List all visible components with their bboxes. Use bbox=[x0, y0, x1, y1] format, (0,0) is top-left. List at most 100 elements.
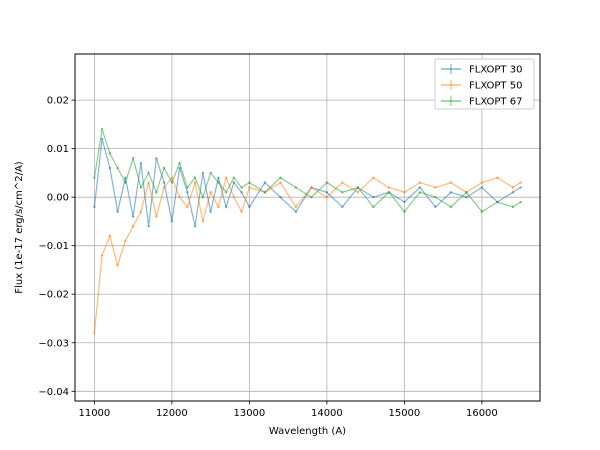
legend-label: FLXOPT 50 bbox=[469, 81, 522, 92]
y-tick-label: −0.01 bbox=[38, 241, 69, 252]
x-axis-label: Wavelength (A) bbox=[269, 426, 346, 437]
data-point bbox=[240, 191, 243, 194]
data-point bbox=[519, 186, 522, 189]
data-point bbox=[155, 157, 158, 160]
data-point bbox=[209, 171, 212, 175]
y-tick-label: −0.02 bbox=[38, 290, 69, 301]
x-tick-label: 11000 bbox=[78, 408, 110, 419]
data-point bbox=[124, 239, 127, 243]
legend-item: FLXOPT 50 bbox=[441, 80, 522, 92]
data-point bbox=[372, 205, 375, 209]
data-point bbox=[403, 200, 406, 204]
data-point bbox=[139, 186, 143, 189]
data-point bbox=[449, 181, 453, 184]
data-point bbox=[209, 210, 212, 213]
x-tick-label: 16000 bbox=[466, 408, 498, 419]
data-point bbox=[193, 225, 197, 228]
y-tick-label: −0.03 bbox=[38, 338, 69, 349]
data-point bbox=[418, 181, 422, 184]
data-point bbox=[232, 176, 236, 179]
data-point bbox=[341, 181, 344, 184]
data-point bbox=[263, 191, 267, 194]
x-tick-label: 15000 bbox=[388, 408, 420, 419]
data-point bbox=[248, 205, 251, 209]
data-point bbox=[511, 186, 515, 189]
data-point bbox=[496, 200, 499, 204]
data-point bbox=[108, 234, 112, 238]
data-point bbox=[201, 171, 205, 175]
data-point bbox=[131, 225, 135, 228]
data-point bbox=[279, 176, 282, 179]
data-point bbox=[201, 220, 205, 223]
legend: FLXOPT 30 FLXOPT 50 FLXOPT 67 bbox=[434, 58, 535, 110]
legend-label: FLXOPT 67 bbox=[469, 97, 522, 108]
data-point bbox=[279, 195, 282, 199]
series-flxopt-30 bbox=[93, 137, 522, 228]
data-point bbox=[511, 191, 515, 194]
data-point bbox=[310, 195, 313, 199]
data-point bbox=[193, 181, 197, 184]
data-point bbox=[116, 166, 119, 170]
data-point bbox=[131, 215, 135, 218]
data-point bbox=[372, 176, 375, 179]
data-point bbox=[480, 210, 484, 213]
data-point bbox=[519, 200, 522, 204]
data-point bbox=[170, 220, 174, 223]
data-point bbox=[147, 181, 150, 184]
data-point bbox=[224, 176, 228, 179]
data-point bbox=[325, 181, 329, 184]
legend-box bbox=[434, 58, 535, 110]
data-point bbox=[449, 205, 453, 209]
data-point bbox=[434, 186, 437, 189]
data-point bbox=[325, 191, 329, 194]
x-tick-label: 13000 bbox=[233, 408, 265, 419]
data-point bbox=[155, 215, 158, 218]
data-point bbox=[294, 210, 298, 213]
data-point bbox=[217, 176, 220, 179]
y-tick-label: 0.02 bbox=[47, 96, 69, 107]
data-point bbox=[170, 176, 174, 179]
data-point bbox=[124, 176, 127, 179]
data-point bbox=[356, 191, 360, 194]
y-tick-label: 0.01 bbox=[47, 144, 69, 155]
data-point bbox=[511, 205, 515, 209]
data-point bbox=[147, 171, 150, 175]
data-point bbox=[116, 263, 119, 267]
data-point bbox=[480, 186, 484, 189]
data-point bbox=[403, 210, 406, 213]
data-point bbox=[186, 191, 189, 194]
data-point bbox=[372, 195, 375, 199]
data-point bbox=[162, 186, 166, 189]
legend-item: FLXOPT 30 bbox=[441, 64, 522, 76]
data-point bbox=[178, 161, 181, 165]
data-point bbox=[224, 205, 228, 209]
data-point bbox=[465, 195, 468, 199]
data-point bbox=[240, 210, 243, 213]
data-point bbox=[341, 205, 344, 209]
data-point bbox=[387, 191, 391, 194]
data-point bbox=[418, 191, 422, 194]
data-point bbox=[170, 181, 174, 184]
data-point bbox=[162, 181, 166, 184]
data-point bbox=[201, 195, 205, 199]
data-point bbox=[294, 205, 298, 209]
y-tick-label: −0.04 bbox=[38, 387, 69, 398]
data-point bbox=[240, 186, 243, 189]
x-tick-label: 14000 bbox=[311, 408, 343, 419]
data-point bbox=[100, 137, 104, 141]
data-point bbox=[186, 205, 189, 209]
data-point bbox=[341, 191, 344, 194]
data-point bbox=[356, 186, 360, 189]
data-point bbox=[108, 152, 112, 155]
data-point bbox=[232, 195, 236, 199]
data-point bbox=[162, 166, 166, 170]
axes-frame bbox=[74, 53, 541, 402]
data-point bbox=[403, 191, 406, 194]
data-point bbox=[294, 186, 298, 189]
data-point bbox=[434, 195, 437, 199]
data-point bbox=[116, 210, 119, 213]
legend-item: FLXOPT 67 bbox=[441, 96, 522, 108]
data-point bbox=[224, 191, 228, 194]
data-point bbox=[248, 181, 251, 184]
data-point bbox=[449, 191, 453, 194]
